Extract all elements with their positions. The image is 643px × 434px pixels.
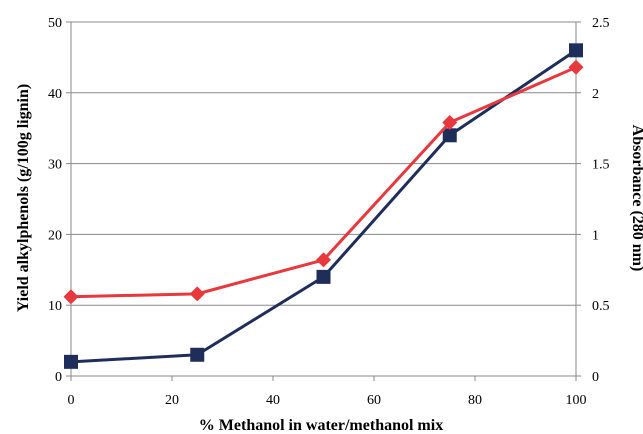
series-1-point: [569, 43, 583, 58]
series-1-point: [442, 128, 457, 143]
y2-tick-label: 1.5: [592, 158, 610, 173]
series-2-point: [189, 286, 205, 302]
series-2-point: [442, 115, 458, 131]
x-axis-label: % Methanol in water/methanol mix: [199, 417, 443, 434]
series-1-point: [316, 269, 331, 284]
y-tick-label: 10: [48, 299, 62, 314]
y2-tick-label: 2.5: [592, 16, 610, 31]
y2-axis-label: Absorbance (280 nm): [629, 125, 643, 272]
axes: [66, 21, 581, 381]
x-tick-label: 40: [266, 393, 280, 408]
y2-tick-label: 2: [592, 87, 599, 102]
x-tick-label: 60: [367, 393, 381, 408]
y-tick-labels: 0 10 20 30 40 50: [48, 16, 62, 385]
y-tick-label: 30: [48, 158, 62, 173]
y-axis-label: Yield alkylphenols (g/100g lignin): [15, 84, 32, 312]
y2-tick-label: 0.5: [592, 299, 610, 314]
y-tick-label: 50: [48, 16, 62, 31]
y2-tick-label: 0: [592, 370, 599, 385]
x-tick-label: 100: [566, 393, 587, 408]
x-tick-label: 0: [68, 393, 75, 408]
x-tick-labels: 0 20 40 60 80 100: [68, 393, 587, 408]
gridlines: [71, 21, 576, 377]
series-layer: [63, 43, 584, 369]
y-tick-label: 40: [48, 87, 62, 102]
y-tick-label: 20: [48, 228, 62, 243]
series-2-point: [316, 252, 331, 268]
series-2-point: [63, 289, 79, 305]
series-1-point: [190, 347, 205, 362]
series-1-line: [70, 49, 577, 364]
y2-tick-label: 1: [592, 228, 599, 243]
series-2-point: [568, 59, 584, 75]
series-1-point: [64, 354, 78, 369]
y-tick-label: 0: [55, 370, 62, 385]
x-tick-label: 80: [468, 393, 482, 408]
y2-tick-labels: 0 0.5 1 1.5 2 2.5: [592, 16, 610, 385]
x-tick-label: 20: [165, 393, 179, 408]
